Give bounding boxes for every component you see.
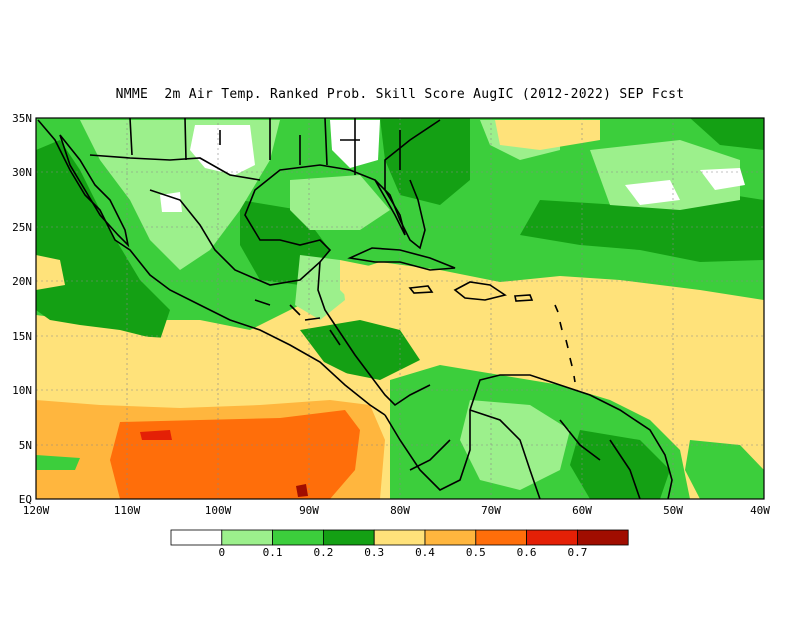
legend-swatch-1	[221, 529, 274, 546]
lon-label-80w: 80W	[390, 504, 410, 517]
legend-swatch-7	[526, 529, 578, 546]
field-white-3	[625, 180, 680, 205]
map-title: NMME 2m Air Temp. Ranked Prob. Skill Sco…	[115, 87, 685, 102]
lon-axis: 120W 110W 100W 90W 80W 70W 60W 50W 40W	[23, 504, 771, 517]
legend-labels: 0 0.1 0.2 0.3 0.4 0.5 0.6 0.7	[218, 546, 587, 559]
legend-label-4: 0.4	[415, 546, 435, 559]
field-lightgreen-sa	[460, 400, 570, 490]
field-lightgreen-4	[295, 255, 345, 320]
lon-label-40w: 40W	[750, 504, 770, 517]
field-yellow-caribbean	[340, 260, 470, 320]
field-green-pac-patch	[36, 455, 80, 470]
lon-label-60w: 60W	[572, 504, 592, 517]
coast-florida	[374, 179, 426, 250]
color-legend	[170, 529, 629, 546]
legend-label-3: 0.3	[364, 546, 384, 559]
legend-swatch-8	[577, 529, 629, 546]
map-frame	[35, 117, 765, 500]
legend-swatch-4	[373, 529, 426, 546]
legend-swatch-5	[424, 529, 477, 546]
lat-label-20n: 20N	[12, 275, 32, 288]
field-darkgreen-4	[690, 118, 764, 150]
lon-label-110w: 110W	[114, 504, 141, 517]
coastlines	[37, 118, 673, 499]
legend-swatch-2	[272, 529, 324, 546]
field-orange-dark	[110, 410, 360, 499]
field-darkgreen-sa	[570, 430, 670, 499]
field-white-1	[190, 125, 255, 175]
island-hispaniola	[453, 281, 507, 301]
lat-label-35n: 35N	[12, 112, 32, 125]
legend-swatch-6	[475, 529, 527, 546]
border-central-america	[254, 299, 341, 346]
coast-ca-east	[317, 261, 431, 407]
lon-label-120w: 120W	[23, 504, 50, 517]
coast-gulf	[149, 119, 441, 286]
island-cuba	[347, 247, 456, 271]
border-states	[129, 118, 401, 175]
field-red-small-2	[296, 484, 308, 497]
lon-label-100w: 100W	[205, 504, 232, 517]
legend-swatch-3	[322, 529, 375, 546]
legend-label-7: 0.7	[567, 546, 587, 559]
field-lightgreen-2	[290, 175, 390, 230]
border-south-america	[469, 409, 641, 499]
field-yellow-atlantic	[560, 295, 764, 440]
field-darkgreen-1	[36, 140, 170, 340]
lat-axis: EQ 5N 10N 15N 20N 25N 30N 35N	[12, 112, 32, 506]
legend-label-1: 0.1	[263, 546, 283, 559]
legend-label-0: 0	[218, 546, 225, 559]
field-darkgreen-2	[520, 190, 764, 262]
island-antilles	[554, 304, 576, 383]
legend-swatch-0	[170, 529, 223, 546]
lon-label-50w: 50W	[663, 504, 683, 517]
lat-label-10n: 10N	[12, 384, 32, 397]
field-red-small-1	[140, 430, 172, 440]
lat-label-eq: EQ	[19, 493, 32, 506]
coast-pacific	[37, 119, 386, 416]
lon-label-70w: 70W	[481, 504, 501, 517]
field-white-5	[160, 192, 182, 212]
island-pr	[514, 294, 534, 302]
field-green-eastatl	[685, 440, 764, 499]
field-lightgreen-3	[590, 140, 740, 210]
legend-label-2: 0.2	[313, 546, 333, 559]
field-yellow-north	[495, 120, 600, 150]
lat-label-15n: 15N	[12, 330, 32, 343]
coast-sa-north	[384, 374, 673, 499]
lat-label-25n: 25N	[12, 221, 32, 234]
lat-label-30n: 30N	[12, 166, 32, 179]
legend-label-6: 0.6	[517, 546, 537, 559]
lon-label-90w: 90W	[299, 504, 319, 517]
border-us-mexico	[89, 154, 261, 181]
field-darkgreen-3	[380, 118, 470, 205]
field-white-4	[700, 168, 745, 190]
legend-label-5: 0.5	[466, 546, 486, 559]
coast-sa-west	[409, 439, 451, 471]
island-jamaica	[408, 285, 434, 294]
coast-baja	[59, 134, 130, 248]
lat-label-5n: 5N	[19, 439, 32, 452]
